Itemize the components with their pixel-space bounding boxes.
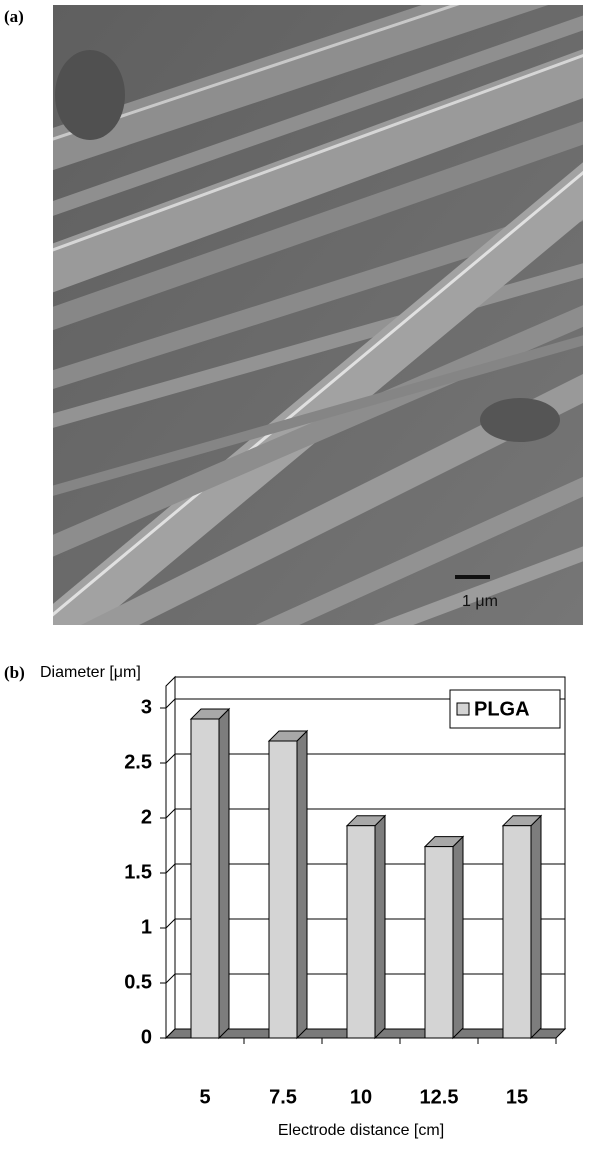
legend-label: PLGA [474,698,530,720]
bar [191,719,219,1038]
bar [269,741,297,1038]
bar-side [531,816,541,1038]
y-tick-label: 0.5 [124,971,152,993]
x-tick-label: 15 [506,1086,528,1108]
x-tick-label: 10 [350,1086,372,1108]
legend-swatch [457,703,469,715]
bar [347,826,375,1038]
bar-side [297,731,307,1038]
y-tick-label: 1.5 [124,861,152,883]
bar [503,826,531,1038]
bar [425,847,453,1038]
scale-bar-label: 1 μm [462,593,498,610]
side-wall [166,677,175,1038]
y-tick-label: 1 [141,916,152,938]
y-tick-label: 3 [141,696,152,718]
y-axis-title: Diameter [μm] [40,664,141,681]
y-tick-label: 0 [141,1026,152,1048]
sem-image [20,0,593,660]
y-tick-label: 2 [141,806,152,828]
x-tick-label: 7.5 [269,1086,297,1108]
bar-side [375,816,385,1038]
y-tick-label: 2.5 [124,751,152,773]
x-tick-label: 5 [199,1086,210,1108]
figure: (a) 1 μm (b) Diameter [μm] Electrode dis… [0,0,593,1150]
bar-side [219,709,229,1038]
panel-label: (a) [4,7,24,26]
bar-side [453,837,463,1038]
panel-label: (b) [4,663,25,682]
x-axis-title: Electrode distance [cm] [278,1122,444,1139]
x-tick-label: 12.5 [420,1086,459,1108]
